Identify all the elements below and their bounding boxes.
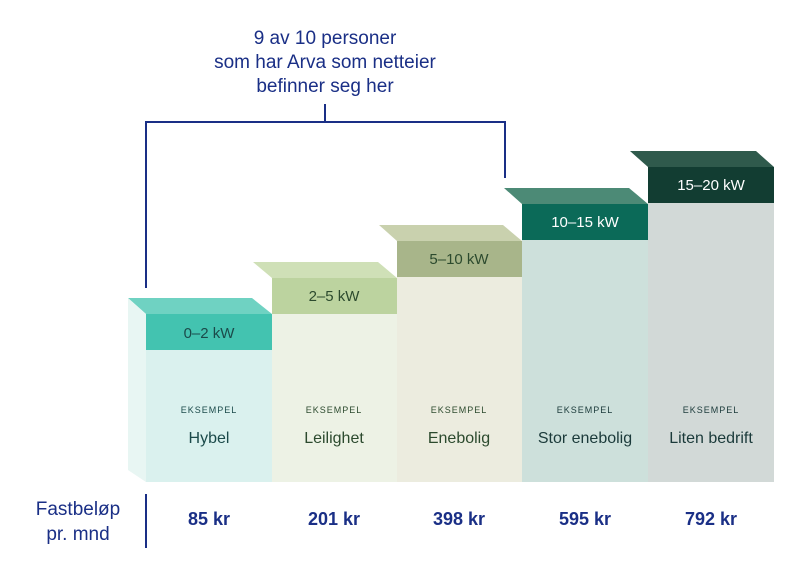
price-label-line-2: pr. mnd [46,524,109,545]
price-hybel: 85 kr [188,509,230,529]
step-front [146,314,272,350]
step-body [272,314,397,482]
annotation-line-3: befinner seg her [256,76,394,97]
price-stor-enebolig: 595 kr [559,509,611,529]
step-body [397,277,522,482]
step-hybel: 0–2 kW EKSEMPEL Hybel [128,298,272,482]
category-label: Stor enebolig [538,430,632,447]
step-top [504,188,648,204]
step-enebolig: 5–10 kW EKSEMPEL Enebolig [379,225,522,482]
category-label: Leilighet [304,430,364,447]
price-label-line-1: Fastbeløp [36,499,120,520]
range-label: 0–2 kW [184,325,236,342]
range-label: 10–15 kW [551,214,619,231]
step-front [272,278,397,314]
step-top [253,262,397,278]
step-top [128,298,272,314]
step-side [128,298,146,482]
step-body [146,350,272,482]
step-liten-bedrift: 15–20 kW EKSEMPEL Liten bedrift [630,151,774,482]
example-label: EKSEMPEL [306,405,363,415]
step-front [397,241,522,277]
annotation-line-2: som har Arva som netteier [214,52,436,73]
step-body [522,240,648,482]
example-label: EKSEMPEL [181,405,238,415]
category-label: Enebolig [428,430,490,447]
step-body [648,203,774,482]
example-label: EKSEMPEL [557,405,614,415]
category-label: Hybel [189,430,230,447]
step-front [648,167,774,203]
step-top [630,151,774,167]
price-enebolig: 398 kr [433,509,485,529]
range-label: 15–20 kW [677,177,745,194]
annotation-line-1: 9 av 10 personer [254,28,397,49]
example-label: EKSEMPEL [431,405,488,415]
price-liten-bedrift: 792 kr [685,509,737,529]
category-label: Liten bedrift [669,430,753,447]
step-leilighet: 2–5 kW EKSEMPEL Leilighet [253,262,397,482]
step-top [379,225,522,241]
annotation-bracket [145,104,506,288]
example-label: EKSEMPEL [683,405,740,415]
step-front [522,204,648,240]
range-label: 5–10 kW [429,251,489,268]
range-label: 2–5 kW [309,288,361,305]
step-stor-enebolig: 10–15 kW EKSEMPEL Stor enebolig [504,188,648,482]
price-leilighet: 201 kr [308,509,360,529]
